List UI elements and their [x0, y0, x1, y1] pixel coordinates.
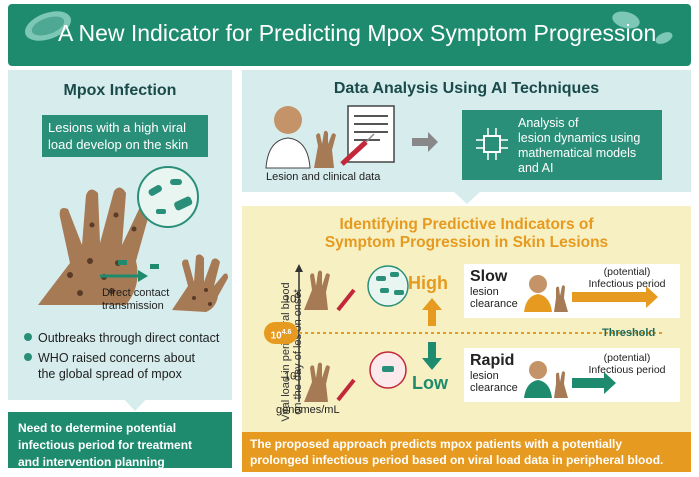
patient-icon — [529, 361, 547, 379]
up-arrow-icon — [422, 298, 442, 326]
long-infectious-arrow — [572, 286, 658, 308]
down-arrow-icon — [452, 190, 482, 204]
lesion-callout: Lesions with a high viral load develop o… — [42, 115, 208, 157]
down-arrow-icon — [422, 342, 442, 370]
mpox-infection-title: Mpox Infection — [63, 82, 177, 99]
patient-icon — [529, 275, 547, 293]
transmission-label: Direct contact transmission — [102, 287, 170, 312]
bullet-who: WHO raised concerns about the global spr… — [24, 350, 195, 382]
predictive-title: Identifying Predictive Indicators of Sym… — [324, 216, 609, 251]
down-arrow-icon — [120, 395, 150, 411]
unit-label: genomes/mL — [276, 404, 340, 416]
bullet-icon — [24, 353, 32, 361]
bullet-icon — [24, 333, 32, 341]
syringe-icon — [336, 288, 356, 312]
short-infectious-arrow — [572, 372, 616, 394]
high-label: High — [408, 273, 448, 293]
bullet-outbreaks: Outbreaks through direct contact — [24, 330, 219, 346]
hand-icon — [304, 270, 330, 310]
transmission-illustration — [100, 254, 228, 312]
y-tick-low: 104 — [284, 368, 301, 383]
slow-infectious-period: (potential) Infectious period — [588, 266, 666, 290]
page-title: A New Indicator for Predicting Mpox Symp… — [58, 20, 657, 46]
y-tick-high: 105 — [284, 291, 301, 306]
ai-chip-icon — [476, 128, 508, 160]
syringe-icon — [336, 378, 356, 402]
header-banner — [8, 4, 691, 66]
viral-load-chart — [295, 264, 680, 402]
slow-card-text: Slow lesion clearance — [470, 268, 518, 310]
ai-analysis-callout: Analysis of lesion dynamics using mathem… — [462, 110, 662, 180]
rapid-infectious-period: (potential) Infectious period — [588, 352, 666, 376]
need-callout: Need to determine potential infectious p… — [8, 412, 232, 469]
slow-clearance-card — [464, 264, 680, 318]
patient-data-illustration — [265, 105, 438, 169]
threshold-value-badge: 104.6 — [264, 322, 298, 344]
rapid-card-text: Rapid lesion clearance — [470, 352, 518, 394]
high-virus-bubble — [367, 265, 409, 307]
rapid-clearance-card — [464, 348, 680, 402]
virus-icon — [25, 11, 673, 44]
hand-icon — [304, 362, 330, 402]
data-analysis-title: Data Analysis Using AI Techniques — [333, 80, 600, 97]
low-label: Low — [412, 373, 448, 393]
conclusion-banner: The proposed approach predicts mpox pati… — [242, 432, 691, 472]
y-axis-arrowhead — [295, 264, 303, 272]
threshold-label: Threshold — [602, 327, 656, 339]
lesion-data-label: Lesion and clinical data — [266, 171, 381, 183]
